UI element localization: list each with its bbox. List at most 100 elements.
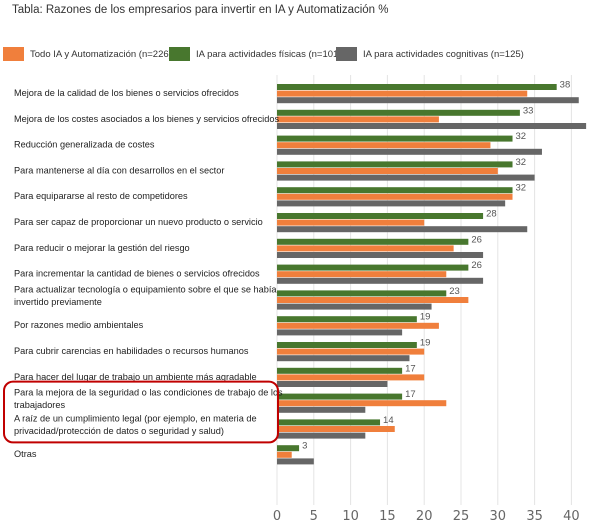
data-label: 32 <box>516 183 527 194</box>
highlight-box <box>3 380 279 444</box>
data-label: 19 <box>420 312 431 323</box>
bar <box>277 84 557 90</box>
bar <box>277 123 587 129</box>
chart-title: Tabla: Razones de los empresarios para i… <box>12 4 389 16</box>
category-label: Para reducir o mejorar la gestión del ri… <box>14 243 190 253</box>
category-label: Para hacer del lugar de trabajo un ambie… <box>14 372 257 382</box>
category-label: Para ser capaz de proporcionar un nuevo … <box>14 217 263 227</box>
bar <box>277 174 535 181</box>
data-label: 32 <box>516 131 527 142</box>
bar <box>277 419 381 426</box>
legend-label-cognitivas: IA para actividades cognitivas (n=125) <box>363 48 524 60</box>
category-label: trabajadores <box>14 400 65 410</box>
bar <box>277 219 425 226</box>
data-label: 32 <box>516 157 527 168</box>
bar <box>277 348 425 355</box>
legend: Todo IA y Automatización (n=226) IA para… <box>0 47 611 61</box>
bar <box>277 271 447 278</box>
x-tick-label: 0 <box>273 509 281 524</box>
data-label: 26 <box>471 260 482 271</box>
data-label: 19 <box>420 338 431 349</box>
x-tick-label: 20 <box>416 509 433 524</box>
legend-label-fisicas: IA para actividades físicas (n=101) <box>196 48 342 60</box>
x-tick-label: 15 <box>379 509 396 524</box>
x-tick-label: 10 <box>342 509 359 524</box>
bar <box>277 161 513 168</box>
category-label: Mejora de la calidad de los bienes o ser… <box>14 88 239 98</box>
category-label: Otras <box>14 449 37 459</box>
bar <box>277 355 410 362</box>
data-label: 33 <box>523 105 534 116</box>
legend-swatch-cognitivas <box>336 47 357 61</box>
legend-item-cognitivas: IA para actividades cognitivas (n=125) <box>336 47 524 61</box>
legend-swatch-fisicas <box>169 47 190 61</box>
bar <box>277 393 403 400</box>
category-label: Para equipararse al resto de competidore… <box>14 191 188 201</box>
legend-item-todo: Todo IA y Automatización (n=226) <box>3 47 172 61</box>
bar <box>277 406 366 413</box>
bar <box>277 277 484 284</box>
x-tick-label: 35 <box>526 509 543 524</box>
category-label: Para mantenerse al día con desarrollos e… <box>14 165 224 175</box>
bar <box>277 213 484 219</box>
bar <box>277 445 300 452</box>
data-label: 14 <box>383 415 394 426</box>
legend-swatch-todo <box>3 47 24 61</box>
bar <box>277 297 469 303</box>
legend-label-todo: Todo IA y Automatización (n=226) <box>30 48 172 60</box>
bar <box>277 451 292 458</box>
data-label: 17 <box>405 389 416 400</box>
bar <box>277 426 395 432</box>
category-label: A raíz de un cumplimiento legal (por eje… <box>14 413 257 423</box>
category-label: Para incrementar la cantidad de bienes o… <box>14 269 260 279</box>
bar <box>277 342 417 348</box>
bar <box>277 90 528 97</box>
data-label: 28 <box>486 209 497 220</box>
data-label: 26 <box>471 234 482 245</box>
bar <box>277 432 366 439</box>
bar <box>277 374 425 381</box>
bar <box>277 303 432 310</box>
bar <box>277 381 388 387</box>
bar <box>277 97 579 104</box>
bar <box>277 290 447 297</box>
category-label: Reducción generalizada de costes <box>14 140 155 150</box>
bar <box>277 187 513 194</box>
bar <box>277 226 528 233</box>
bar <box>277 135 513 142</box>
x-tick-label: 40 <box>563 509 580 524</box>
bar <box>277 238 469 245</box>
bar <box>277 316 417 323</box>
x-tick-label: 30 <box>490 509 507 524</box>
x-tick-label: 25 <box>453 509 470 524</box>
bar <box>277 168 498 174</box>
category-label: Para la mejora de la seguridad o las con… <box>14 388 283 398</box>
data-label: 38 <box>560 80 571 91</box>
bar <box>277 252 484 258</box>
category-label: Para actualizar tecnología o equipamient… <box>14 284 277 294</box>
category-label: Por razones medio ambientales <box>14 320 144 330</box>
bar <box>277 148 542 155</box>
bar <box>277 245 454 252</box>
category-label: privacidad/protección de datos o segurid… <box>14 426 224 436</box>
bar <box>277 109 520 116</box>
bar <box>277 200 506 207</box>
x-tick-label: 5 <box>310 509 318 524</box>
bar <box>277 116 439 123</box>
data-label: 3 <box>302 441 307 452</box>
legend-item-fisicas: IA para actividades físicas (n=101) <box>169 47 341 61</box>
bar <box>277 367 403 374</box>
bar <box>277 322 439 329</box>
bar <box>277 193 513 200</box>
bar <box>277 400 447 407</box>
bar <box>277 264 469 271</box>
bar <box>277 458 314 465</box>
bar <box>277 329 403 336</box>
bar <box>277 142 491 149</box>
category-label: Para cubrir carencias en habilidades o r… <box>14 346 249 356</box>
data-label: 23 <box>449 286 460 297</box>
data-label: 17 <box>405 363 416 374</box>
category-label: Mejora de los costes asociados a los bie… <box>14 114 279 124</box>
category-label: invertido previamente <box>14 297 102 307</box>
